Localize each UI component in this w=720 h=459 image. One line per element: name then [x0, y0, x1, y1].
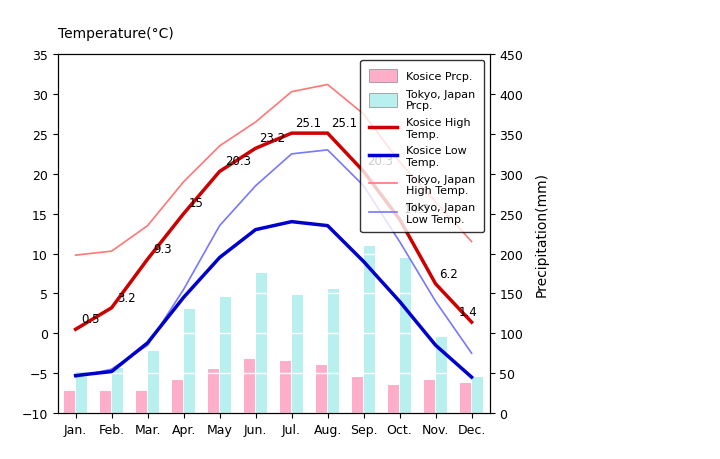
- Kosice Low
Temp.: [323, 224, 332, 229]
- Kosice Low
Temp.: [395, 299, 404, 304]
- Bar: [389, 385, 399, 413]
- Kosice Low
Temp.: [107, 369, 116, 375]
- Bar: [436, 337, 446, 413]
- Tokyo, Japan
High Temp.: [215, 144, 224, 149]
- Bar: [424, 380, 435, 413]
- Kosice Low
Temp.: [71, 373, 80, 379]
- Kosice High
Temp.: [71, 327, 80, 332]
- Kosice Low
Temp.: [359, 259, 368, 265]
- Tokyo, Japan
Low Temp.: [395, 239, 404, 245]
- Bar: [112, 368, 122, 413]
- Text: 15: 15: [189, 197, 204, 210]
- Kosice High
Temp.: [287, 131, 296, 137]
- Tokyo, Japan
High Temp.: [395, 160, 404, 165]
- Tokyo, Japan
Low Temp.: [179, 287, 188, 292]
- Bar: [292, 295, 302, 413]
- Bar: [184, 310, 194, 413]
- Tokyo, Japan
High Temp.: [143, 224, 152, 229]
- Bar: [76, 372, 86, 413]
- Tokyo, Japan
High Temp.: [287, 90, 296, 95]
- Kosice Low
Temp.: [431, 343, 440, 348]
- Kosice Low
Temp.: [179, 295, 188, 301]
- Tokyo, Japan
High Temp.: [323, 83, 332, 88]
- Tokyo, Japan
Low Temp.: [431, 299, 440, 304]
- Kosice High
Temp.: [467, 319, 476, 325]
- Text: 20.3: 20.3: [367, 155, 393, 168]
- Text: Temperature(°C): Temperature(°C): [58, 27, 174, 41]
- Tokyo, Japan
Low Temp.: [251, 184, 260, 189]
- Text: 14.3: 14.3: [403, 202, 429, 216]
- Kosice Low
Temp.: [287, 219, 296, 225]
- Bar: [328, 290, 338, 413]
- Tokyo, Japan
High Temp.: [251, 120, 260, 125]
- Kosice High
Temp.: [395, 217, 404, 223]
- Text: 3.2: 3.2: [117, 291, 135, 304]
- Text: 1.4: 1.4: [459, 305, 478, 318]
- Text: 6.2: 6.2: [439, 267, 458, 280]
- Kosice Low
Temp.: [215, 255, 224, 261]
- Kosice High
Temp.: [251, 146, 260, 152]
- Kosice High
Temp.: [179, 212, 188, 217]
- Bar: [220, 298, 230, 413]
- Bar: [400, 258, 410, 413]
- Line: Tokyo, Japan
High Temp.: Tokyo, Japan High Temp.: [76, 85, 472, 256]
- Tokyo, Japan
High Temp.: [431, 200, 440, 205]
- Text: 20.3: 20.3: [225, 155, 251, 168]
- Tokyo, Japan
High Temp.: [359, 112, 368, 118]
- Tokyo, Japan
Low Temp.: [287, 152, 296, 157]
- Line: Kosice Low
Temp.: Kosice Low Temp.: [76, 222, 472, 377]
- Tokyo, Japan
High Temp.: [467, 239, 476, 245]
- Kosice Low
Temp.: [467, 375, 476, 380]
- Tokyo, Japan
High Temp.: [179, 179, 188, 185]
- Bar: [172, 380, 183, 413]
- Bar: [472, 377, 482, 413]
- Kosice High
Temp.: [323, 131, 332, 137]
- Tokyo, Japan
Low Temp.: [107, 367, 116, 372]
- Kosice Low
Temp.: [143, 340, 152, 346]
- Bar: [280, 361, 291, 413]
- Text: 9.3: 9.3: [153, 242, 171, 255]
- Text: 25.1: 25.1: [331, 117, 357, 130]
- Kosice High
Temp.: [143, 257, 152, 262]
- Tokyo, Japan
Low Temp.: [71, 375, 80, 380]
- Bar: [364, 246, 374, 413]
- Tokyo, Japan
Low Temp.: [215, 224, 224, 229]
- Kosice High
Temp.: [107, 305, 116, 311]
- Line: Tokyo, Japan
Low Temp.: Tokyo, Japan Low Temp.: [76, 151, 472, 377]
- Bar: [137, 391, 148, 413]
- Tokyo, Japan
Low Temp.: [323, 148, 332, 153]
- Kosice High
Temp.: [431, 281, 440, 287]
- Bar: [316, 365, 327, 413]
- Bar: [256, 274, 266, 413]
- Text: 0.5: 0.5: [81, 313, 99, 325]
- Kosice Low
Temp.: [251, 227, 260, 233]
- Text: 23.2: 23.2: [259, 132, 285, 145]
- Tokyo, Japan
Low Temp.: [359, 184, 368, 189]
- Tokyo, Japan
High Temp.: [71, 253, 80, 258]
- Bar: [65, 391, 75, 413]
- Bar: [244, 359, 255, 413]
- Tokyo, Japan
High Temp.: [107, 249, 116, 254]
- Bar: [209, 369, 219, 413]
- Y-axis label: Precipitation(mm): Precipitation(mm): [534, 172, 549, 297]
- Kosice High
Temp.: [215, 169, 224, 175]
- Kosice High
Temp.: [359, 169, 368, 175]
- Text: 25.1: 25.1: [295, 117, 321, 130]
- Tokyo, Japan
Low Temp.: [143, 343, 152, 348]
- Bar: [148, 351, 158, 413]
- Tokyo, Japan
Low Temp.: [467, 351, 476, 356]
- Bar: [100, 392, 111, 413]
- Line: Kosice High
Temp.: Kosice High Temp.: [76, 134, 472, 330]
- Bar: [352, 377, 363, 413]
- Legend: Kosice Prcp., Tokyo, Japan
Prcp., Kosice High
Temp., Kosice Low
Temp., Tokyo, Ja: Kosice Prcp., Tokyo, Japan Prcp., Kosice…: [360, 61, 484, 233]
- Bar: [461, 383, 471, 413]
